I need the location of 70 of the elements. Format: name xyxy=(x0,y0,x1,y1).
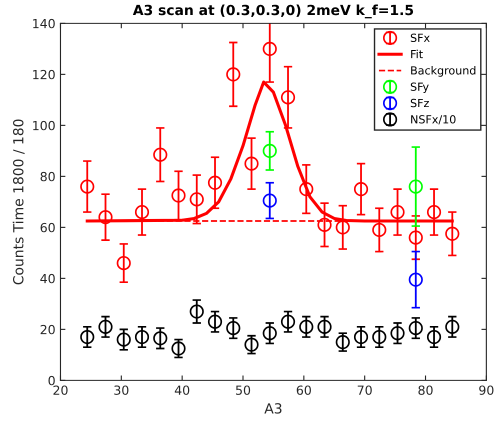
point xyxy=(426,330,442,344)
point xyxy=(445,320,460,334)
point xyxy=(317,218,332,232)
point xyxy=(98,320,113,334)
point xyxy=(408,179,423,194)
point xyxy=(153,331,168,346)
y-tick-label: 100 xyxy=(33,120,55,130)
point xyxy=(98,210,113,224)
point xyxy=(336,335,350,350)
y-tick-label: 20 xyxy=(40,324,55,334)
point xyxy=(280,90,296,104)
x-tick-label: 20 xyxy=(53,385,68,395)
y-tick-label: 0 xyxy=(48,376,55,386)
point xyxy=(262,42,277,56)
point xyxy=(354,330,368,344)
point xyxy=(153,148,168,162)
point xyxy=(372,222,386,238)
point xyxy=(244,156,259,171)
point xyxy=(80,330,94,344)
y-tick-label: 120 xyxy=(33,70,55,80)
point xyxy=(116,332,131,347)
chart-title: A3 scan at (0.3,0.3,0) 2meV k_f=1.5 xyxy=(132,4,414,18)
point xyxy=(408,321,423,336)
y-tick-label: 60 xyxy=(40,222,55,232)
point xyxy=(244,338,259,352)
point xyxy=(299,320,314,334)
point xyxy=(299,182,314,196)
x-tick-label: 60 xyxy=(296,385,311,395)
x-tick-label: 40 xyxy=(174,385,190,395)
point xyxy=(208,314,222,329)
point xyxy=(190,192,204,206)
y-axis-title: Counts Time 1800 / 180 xyxy=(12,119,25,284)
point xyxy=(208,176,222,190)
legend-label: Background xyxy=(411,66,476,77)
point xyxy=(426,204,442,220)
point xyxy=(80,179,94,194)
point xyxy=(390,326,405,340)
x-tick-label: 70 xyxy=(358,385,372,395)
y-tick-label: 40 xyxy=(40,274,55,284)
point xyxy=(190,304,204,319)
point xyxy=(116,256,131,270)
x-tick-label: 80 xyxy=(418,385,433,395)
point xyxy=(262,326,277,340)
point xyxy=(280,314,296,329)
point xyxy=(134,330,150,344)
point xyxy=(262,144,277,158)
legend-label: Fit xyxy=(411,50,423,58)
point xyxy=(226,67,240,82)
legend-label: NSFx/10 xyxy=(411,115,456,124)
point xyxy=(171,188,186,203)
y-tick-label: 140 xyxy=(33,18,55,28)
point xyxy=(445,226,460,241)
x-tick-label: 50 xyxy=(236,385,250,395)
point xyxy=(408,230,423,245)
point xyxy=(390,204,405,220)
point xyxy=(372,330,386,344)
y-tick-label: 80 xyxy=(40,172,55,182)
point xyxy=(336,220,350,234)
x-tick-label: 90 xyxy=(479,385,494,395)
x-axis-title: A3 xyxy=(264,403,282,414)
point xyxy=(262,194,277,208)
point xyxy=(226,321,240,336)
legend-label: SFy xyxy=(410,82,429,94)
point xyxy=(408,272,423,287)
point xyxy=(317,320,332,334)
legend-label: SFx xyxy=(410,34,430,42)
point xyxy=(354,182,368,196)
point xyxy=(134,204,150,220)
legend-label: SFz xyxy=(410,98,429,108)
x-tick-label: 30 xyxy=(114,385,128,395)
